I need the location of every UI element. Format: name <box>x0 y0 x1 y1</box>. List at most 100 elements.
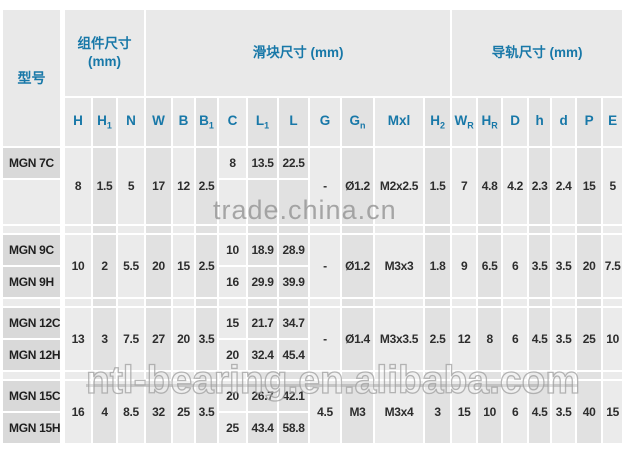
cell-G: - <box>310 235 341 297</box>
group-header-rail: 导轨尺寸 (mm) <box>452 10 623 96</box>
gap-cell <box>196 299 218 306</box>
cell-E: 10 <box>603 308 623 370</box>
col-Mxl: Mxl <box>375 98 424 146</box>
cell-B: 25 <box>173 381 195 443</box>
cell-N: 5 <box>118 148 145 224</box>
cell-Gn: Ø1.4 <box>342 308 374 370</box>
gap-cell <box>219 372 247 379</box>
gap-cell <box>118 372 145 379</box>
table-row-mgn9c: MGN 9C 10 2 5.5 20 15 2.5 10 18.9 28.9 -… <box>3 235 623 297</box>
cell-W: 20 <box>146 235 172 297</box>
cell-B1: 2.5 <box>196 235 218 297</box>
cell-C: 20 <box>219 340 247 370</box>
gap-cell <box>65 226 91 233</box>
cell-P: 40 <box>577 381 602 443</box>
cell-W: 17 <box>146 148 172 224</box>
model-cell: MGN 12C <box>3 308 63 338</box>
cell-D: 6 <box>503 381 528 443</box>
cell-C: 16 <box>219 267 247 297</box>
gap-cell <box>503 226 528 233</box>
cell-HR: 4.8 <box>478 148 502 224</box>
gap-cell <box>425 226 451 233</box>
model-cell: MGN 9H <box>3 267 63 297</box>
cell-L: 45.4 <box>279 340 309 370</box>
col-W: W <box>146 98 172 146</box>
cell-D: 4.2 <box>503 148 528 224</box>
gap-cell <box>279 372 309 379</box>
cell-C: 20 <box>219 381 247 411</box>
gap-cell <box>310 299 341 306</box>
cell-H2: 1.8 <box>425 235 451 297</box>
gap-cell <box>529 372 551 379</box>
col-H1: H1 <box>93 98 116 146</box>
col-Gn: Gn <box>342 98 374 146</box>
gap-cell <box>503 372 528 379</box>
cell-H: 16 <box>65 381 91 443</box>
col-E: E <box>603 98 623 146</box>
cell-H2: 3 <box>425 381 451 443</box>
cell-C: 15 <box>219 308 247 338</box>
gap-cell <box>529 226 551 233</box>
gap-cell <box>196 372 218 379</box>
group-header-block: 滑块尺寸 (mm) <box>146 10 451 96</box>
col-C: C <box>219 98 247 146</box>
cell-B1: 3.5 <box>196 308 218 370</box>
gap-cell <box>478 226 502 233</box>
cell-L <box>279 180 309 224</box>
cell-H: 8 <box>65 148 91 224</box>
model-cell: MGN 15C <box>3 381 63 411</box>
gap-cell <box>342 226 374 233</box>
gap-cell <box>478 372 502 379</box>
col-P: P <box>577 98 602 146</box>
gap-cell <box>478 299 502 306</box>
col-WR: WR <box>452 98 477 146</box>
table-row-mgn7c: MGN 7C 8 1.5 5 17 12 2.5 8 13.5 22.5 - Ø… <box>3 148 623 224</box>
cell-H1: 4 <box>93 381 116 443</box>
gap-cell <box>425 372 451 379</box>
cell-E: 5 <box>603 148 623 224</box>
gap-cell <box>248 372 278 379</box>
table-row-mgn12h: MGN 12H 20 32.4 45.4 <box>3 340 622 370</box>
col-H2: H2 <box>425 98 451 146</box>
model-header-cell: 型号 <box>3 10 63 146</box>
gap-cell <box>603 372 623 379</box>
gap-cell <box>173 299 195 306</box>
gap-cell <box>173 226 195 233</box>
col-D: D <box>503 98 528 146</box>
col-HR: HR <box>478 98 502 146</box>
gap-cell <box>3 299 63 306</box>
cell-L: 39.9 <box>279 267 309 297</box>
gap-cell <box>310 226 341 233</box>
cell-N: 7.5 <box>118 308 145 370</box>
cell-L: 42.1 <box>279 381 309 411</box>
table-row-mgn15c: MGN 15C 16 4 8.5 32 25 3.5 20 26.7 42.1 … <box>3 381 623 443</box>
gap-cell <box>452 226 477 233</box>
cell-HR: 8 <box>478 308 502 370</box>
cell-B: 12 <box>173 148 195 224</box>
cell-L1: 18.9 <box>248 235 278 265</box>
gap-cell <box>529 299 551 306</box>
gap-cell <box>173 372 195 379</box>
cell-Mxl: M3x3 <box>375 235 424 297</box>
gap-cell <box>93 299 116 306</box>
cell-B1: 3.5 <box>196 381 218 443</box>
cell-H2: 1.5 <box>425 148 451 224</box>
gap-cell <box>375 372 424 379</box>
cell-G: - <box>310 148 341 224</box>
group-spacer-row <box>3 372 623 379</box>
gap-cell <box>93 226 116 233</box>
gap-cell <box>577 372 602 379</box>
gap-cell <box>577 299 602 306</box>
gap-cell <box>146 372 172 379</box>
cell-HR: 6.5 <box>478 235 502 297</box>
cell-L1: 29.9 <box>248 267 278 297</box>
assembly-label-line2: (mm) <box>88 54 122 69</box>
gap-cell <box>146 226 172 233</box>
cell-d: 3.5 <box>552 308 576 370</box>
gap-cell <box>603 226 623 233</box>
gap-cell <box>279 299 309 306</box>
cell-Gn: Ø1.2 <box>342 235 374 297</box>
col-B: B <box>173 98 195 146</box>
model-cell <box>3 180 63 224</box>
cell-W: 27 <box>146 308 172 370</box>
